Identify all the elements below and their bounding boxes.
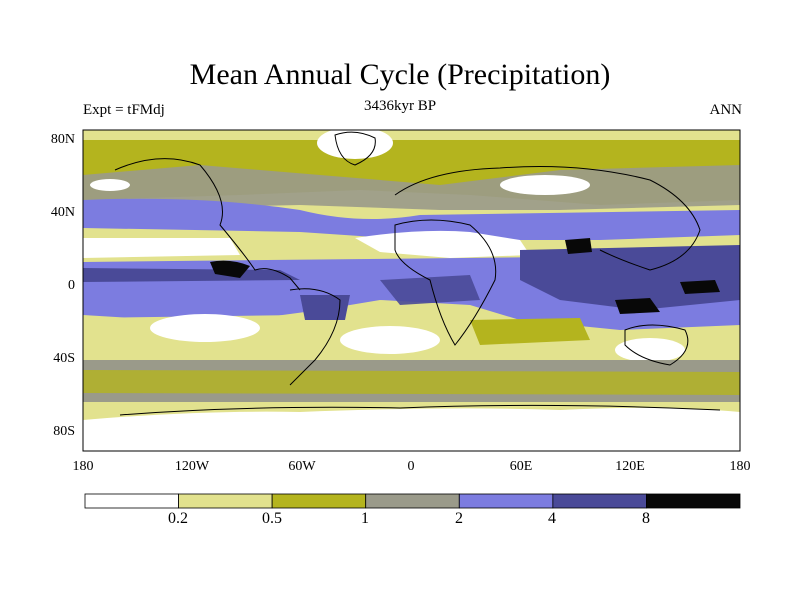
field-south-olive bbox=[83, 370, 740, 395]
coast-south-america bbox=[289, 288, 341, 386]
field-natl-light bbox=[240, 243, 330, 262]
season-label: ANN bbox=[709, 102, 743, 118]
field-central-asia-dry bbox=[500, 175, 590, 195]
coast-eurasia bbox=[394, 166, 701, 271]
field-npac-subtrop-dry bbox=[83, 238, 240, 258]
lat-tick-80n: 80N bbox=[50, 132, 75, 147]
field-heavy-indonesia bbox=[615, 298, 660, 314]
map-field bbox=[83, 130, 740, 451]
coast-north-america bbox=[114, 158, 301, 291]
field-amazon-wet bbox=[300, 295, 350, 320]
colorbar-box-3 bbox=[365, 493, 460, 509]
colorbar-label-0-2: 0.2 bbox=[168, 510, 188, 527]
lon-tick-60w: 60W bbox=[288, 459, 316, 474]
field-africa-wet bbox=[380, 275, 480, 305]
colorbar-box-1 bbox=[178, 493, 273, 509]
lat-tick-0: 0 bbox=[68, 278, 75, 293]
lat-tick-80s: 80S bbox=[53, 424, 75, 439]
coast-africa bbox=[394, 219, 497, 346]
coast-australia bbox=[624, 324, 689, 366]
field-heavy-epac bbox=[210, 260, 250, 278]
lon-tick-180e: 180 bbox=[729, 459, 751, 474]
map-frame bbox=[82, 129, 741, 452]
lon-tick-120w: 120W bbox=[174, 459, 210, 474]
field-heavy-wpac bbox=[680, 280, 720, 294]
figure-title: Mean Annual Cycle (Precipitation) bbox=[189, 58, 611, 91]
colorbar-label-0-5: 0.5 bbox=[262, 510, 282, 527]
colorbar-box-2 bbox=[271, 493, 367, 509]
coast-greenland bbox=[334, 131, 376, 166]
lon-tick-60e: 60E bbox=[509, 459, 533, 474]
colorbar-label-2: 2 bbox=[455, 510, 463, 527]
field-antarctica-dry bbox=[83, 407, 740, 451]
field-sahara-dry bbox=[355, 230, 530, 258]
colorbar-label-1: 1 bbox=[361, 510, 369, 527]
colorbar-box-6 bbox=[646, 493, 741, 509]
field-epac-itcz bbox=[83, 268, 300, 282]
field-npac-dry bbox=[90, 179, 130, 191]
lon-tick-180w: 180 bbox=[72, 459, 94, 474]
colorbar-label-4: 4 bbox=[548, 510, 556, 527]
lon-tick-120e: 120E bbox=[615, 459, 645, 474]
experiment-label: Expt = tFMdj bbox=[83, 102, 165, 118]
colorbar-box-5 bbox=[552, 493, 647, 509]
field-spac-dry bbox=[150, 314, 260, 342]
colorbar-label-8: 8 bbox=[642, 510, 650, 527]
colorbar-box-0 bbox=[84, 493, 179, 509]
coast-antarctica bbox=[119, 404, 721, 416]
colorbar-box-4 bbox=[458, 493, 554, 509]
lon-tick-0: 0 bbox=[407, 459, 415, 474]
subtitle-period: 3436kyr BP bbox=[363, 98, 437, 114]
lat-tick-40s: 40S bbox=[53, 351, 75, 366]
field-australia-dry bbox=[615, 338, 685, 362]
lat-tick-40n: 40N bbox=[50, 205, 75, 220]
field-sio-olive bbox=[470, 318, 590, 345]
field-heavy-bay-of-bengal bbox=[565, 238, 592, 254]
field-satl-dry bbox=[340, 326, 440, 354]
field-north-gray bbox=[83, 165, 740, 210]
field-north-storm-track bbox=[83, 198, 740, 240]
colorbar bbox=[84, 493, 741, 509]
coastlines bbox=[114, 131, 721, 416]
